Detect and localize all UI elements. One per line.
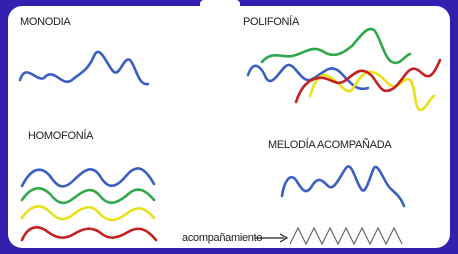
label-polifonia: POLIFONÍA (243, 15, 300, 28)
label-acompanamiento: acompañamiento (182, 232, 262, 244)
panel-tab (200, 0, 240, 10)
panel (8, 6, 450, 248)
page: {"labels": {"monodia": "MONODIA", "polif… (0, 0, 458, 254)
label-homofonia: HOMOFONÍA (28, 129, 94, 142)
diagram: MONODIA POLIFONÍA HOMOFONÍA MELODÍA ACOM… (0, 0, 458, 254)
label-melodia: MELODÍA ACOMPAÑADA (268, 138, 392, 151)
label-monodia: MONODIA (20, 16, 71, 28)
